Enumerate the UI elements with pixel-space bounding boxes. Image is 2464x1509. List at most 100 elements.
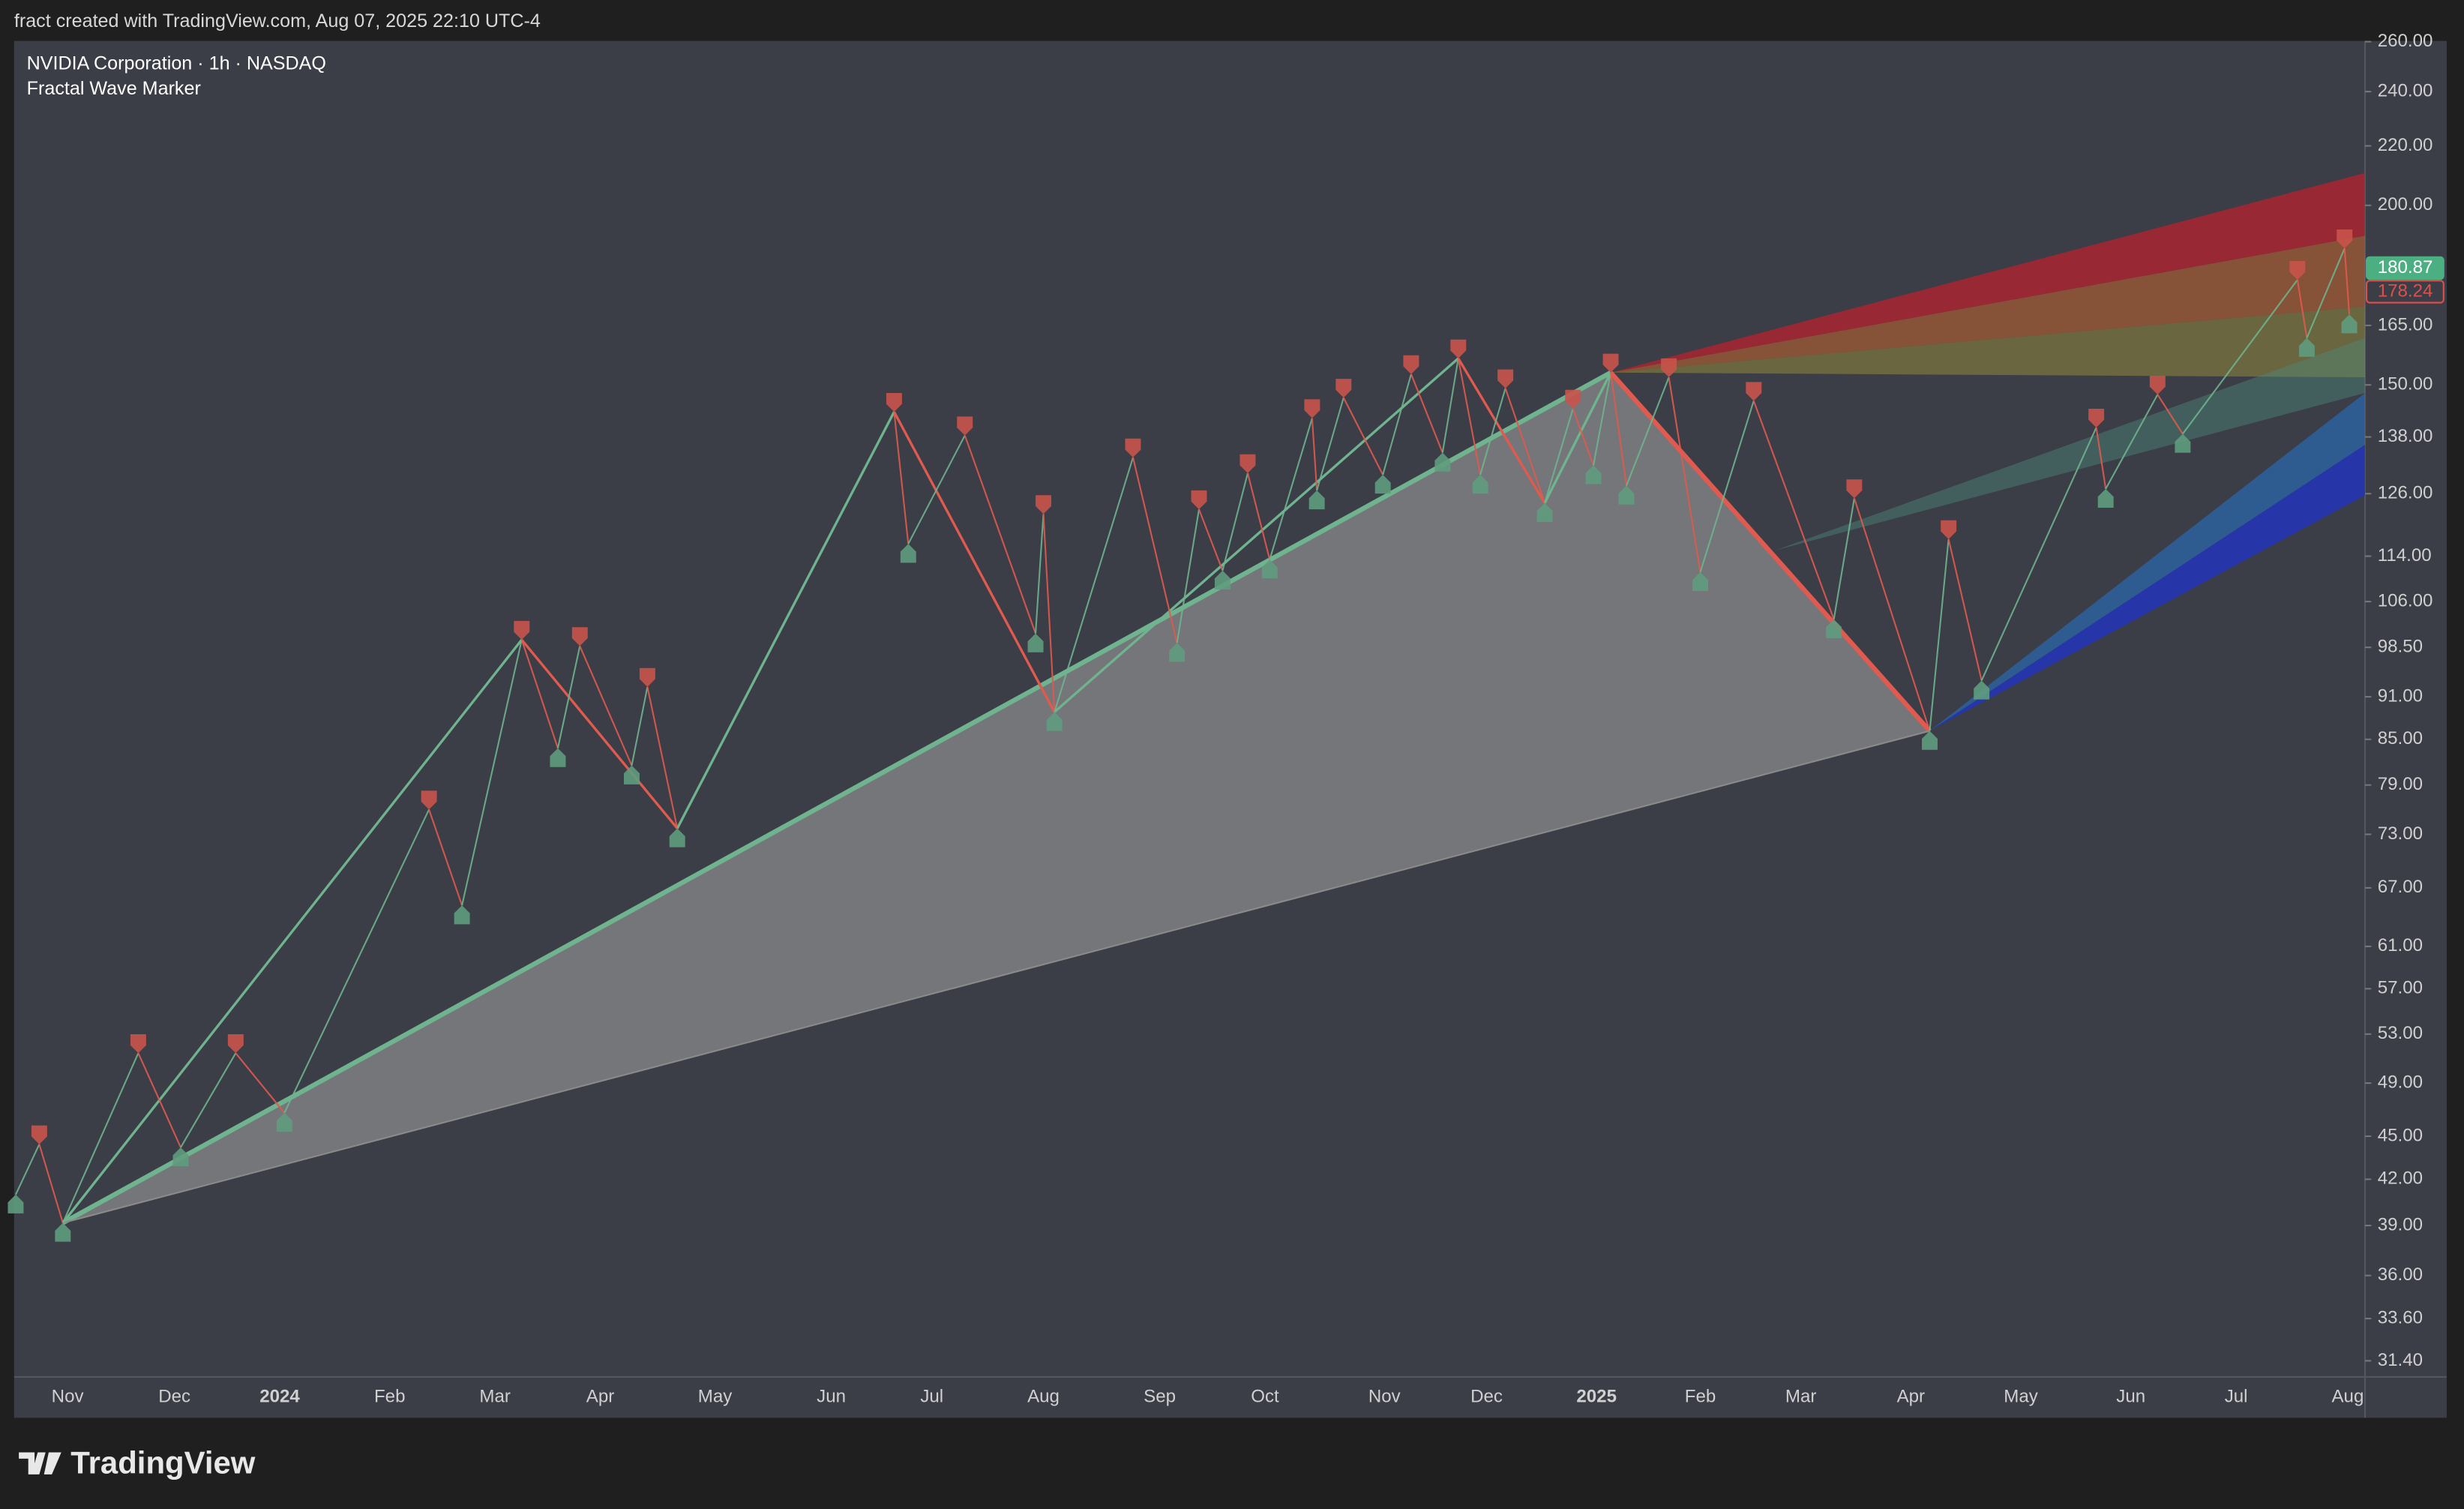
wave-segment — [38, 1144, 64, 1223]
wave-segment — [1543, 371, 1612, 504]
x-tick-label: May — [2004, 1386, 2038, 1406]
wave-segment — [1572, 408, 1594, 466]
pivot-high — [571, 627, 588, 646]
pivot-low — [2341, 314, 2358, 334]
pivot-high — [1450, 339, 1467, 358]
price-label-box — [2366, 256, 2445, 280]
pivot-low — [1692, 572, 1708, 592]
fan — [1776, 338, 2365, 550]
x-tick-label: Aug — [2331, 1386, 2364, 1406]
pivot-low — [7, 1194, 24, 1214]
pivot-low — [2298, 338, 2315, 357]
wave-segment — [1980, 427, 2097, 681]
pivot-high — [227, 1034, 244, 1054]
fan — [1929, 445, 2365, 731]
x-tick-label: Dec — [1470, 1386, 1503, 1406]
pivot-high — [2289, 260, 2306, 280]
wave-segment — [520, 639, 559, 748]
pivot-low — [1472, 474, 1488, 494]
pivot-low — [669, 828, 685, 848]
wave-segment — [1853, 498, 1931, 731]
fan — [1611, 172, 2365, 373]
y-tick-label: 240.00 — [2378, 80, 2433, 100]
price-label: 180.87 — [2378, 257, 2433, 278]
pivot-high — [1565, 389, 1581, 409]
pivot-high — [421, 790, 437, 810]
wave-segment — [2095, 427, 2107, 489]
fan — [1929, 392, 2365, 731]
y-tick-label: 91.00 — [2378, 686, 2423, 706]
pivot-high — [639, 668, 655, 687]
pivot-high — [886, 392, 902, 412]
pivot-high — [1239, 454, 1256, 473]
wave-segment — [1929, 538, 1950, 731]
wave-base — [62, 730, 1930, 1224]
fractal-waves — [7, 172, 2365, 1242]
wave-segment — [892, 411, 1056, 713]
pivot-low — [1169, 643, 1186, 662]
pivot-low — [172, 1147, 189, 1167]
pivot-high — [2149, 375, 2166, 395]
pivot-low — [1585, 465, 1602, 484]
pivot-low — [1027, 633, 1044, 652]
wave-segment — [1382, 374, 1412, 476]
wave-triangle — [62, 372, 1930, 1223]
wave-segment — [1610, 372, 1628, 486]
wave-segment — [1479, 388, 1506, 476]
x-tick-label: Apr — [1897, 1386, 1925, 1406]
y-tick-label: 67.00 — [2378, 877, 2423, 897]
x-tick-label: Jul — [920, 1386, 943, 1406]
y-tick-label: 79.00 — [2378, 774, 2423, 794]
header-text: fract created with TradingView.com, Aug … — [14, 10, 541, 32]
wave-segment — [907, 435, 966, 544]
wave-segment — [2182, 279, 2298, 435]
wave-segment — [2343, 248, 2351, 315]
wave-segment — [1054, 357, 1459, 713]
pivot-high — [31, 1125, 47, 1144]
logo-text: TradingView — [70, 1444, 255, 1480]
wave-segment — [1833, 498, 1855, 620]
x-tick-label: Dec — [158, 1386, 190, 1406]
wave-segment — [137, 1052, 181, 1148]
major-wave — [61, 370, 1612, 1226]
wave-segment — [1132, 457, 1178, 644]
wave-segment — [1269, 418, 1313, 560]
pivot-low — [2175, 434, 2191, 453]
y-tick-label: 33.60 — [2378, 1307, 2423, 1328]
pivot-low — [623, 765, 640, 784]
wave-segment — [1176, 508, 1201, 644]
pivot-high — [1602, 353, 1619, 373]
major-wave — [1608, 370, 1932, 733]
y-tick-label: 31.40 — [2378, 1350, 2423, 1370]
pivot-low — [454, 905, 470, 925]
wave-segment — [556, 646, 581, 748]
y-tick-label: 165.00 — [2378, 314, 2433, 334]
pivot-low — [1618, 485, 1635, 505]
x-tick-label: Jul — [2225, 1386, 2248, 1406]
wave-segment — [1947, 538, 1983, 681]
pivot-high — [1746, 382, 1762, 401]
wave-segment — [235, 1052, 286, 1114]
x-tick-label: Feb — [374, 1386, 406, 1406]
pivot-low — [276, 1112, 292, 1132]
pivot-high — [1304, 399, 1320, 418]
pivot-low — [1434, 452, 1451, 472]
wave-segment — [1316, 397, 1344, 491]
wave-segment — [2105, 394, 2159, 490]
pivot-high — [130, 1034, 146, 1054]
wave-segment — [1626, 376, 1670, 487]
x-tick-label: Nov — [52, 1386, 84, 1406]
time-axis — [13, 1376, 2365, 1418]
wave-segment — [1457, 358, 1546, 504]
pivot-low — [1261, 560, 1278, 579]
pivot-high — [1125, 438, 1141, 458]
y-tick-label: 39.00 — [2378, 1214, 2423, 1234]
x-tick-label: Mar — [1785, 1386, 1817, 1406]
price-label-box — [2366, 280, 2445, 304]
wave-segment — [520, 638, 679, 830]
y-tick-label: 98.50 — [2378, 637, 2423, 657]
wave-segment — [1246, 472, 1271, 560]
pivot-low — [1374, 474, 1391, 494]
